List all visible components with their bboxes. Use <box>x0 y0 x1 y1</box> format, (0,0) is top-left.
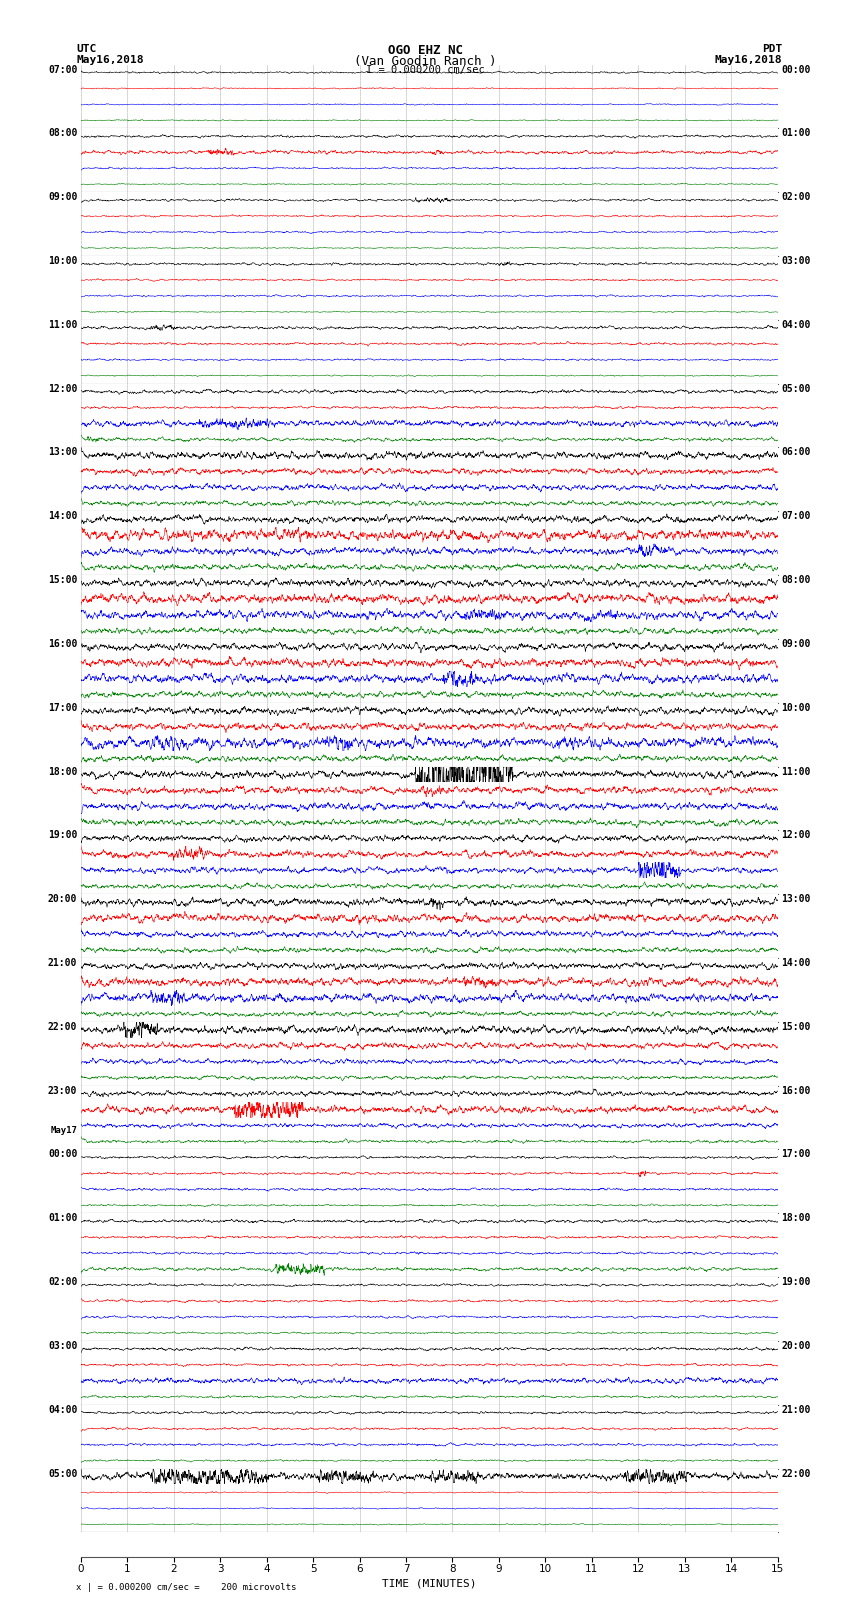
Text: 21:00: 21:00 <box>48 958 77 968</box>
Text: 15:00: 15:00 <box>48 576 77 586</box>
Text: May16,2018: May16,2018 <box>715 55 782 65</box>
Text: 08:00: 08:00 <box>48 129 77 139</box>
Text: 11:00: 11:00 <box>781 766 811 776</box>
Text: 04:00: 04:00 <box>48 1405 77 1415</box>
Text: 20:00: 20:00 <box>781 1340 811 1352</box>
Text: 16:00: 16:00 <box>48 639 77 648</box>
X-axis label: TIME (MINUTES): TIME (MINUTES) <box>382 1579 477 1589</box>
Text: 18:00: 18:00 <box>781 1213 811 1223</box>
Text: 01:00: 01:00 <box>781 129 811 139</box>
Text: 02:00: 02:00 <box>781 192 811 202</box>
Text: 19:00: 19:00 <box>781 1277 811 1287</box>
Text: 17:00: 17:00 <box>781 1150 811 1160</box>
Text: x | = 0.000200 cm/sec =    200 microvolts: x | = 0.000200 cm/sec = 200 microvolts <box>76 1582 297 1592</box>
Text: 06:00: 06:00 <box>781 447 811 458</box>
Text: May17: May17 <box>50 1126 77 1134</box>
Text: 13:00: 13:00 <box>781 894 811 905</box>
Text: 09:00: 09:00 <box>781 639 811 648</box>
Text: May16,2018: May16,2018 <box>76 55 144 65</box>
Text: 22:00: 22:00 <box>48 1021 77 1032</box>
Text: I = 0.000200 cm/sec: I = 0.000200 cm/sec <box>366 65 484 76</box>
Text: 01:00: 01:00 <box>48 1213 77 1223</box>
Text: 17:00: 17:00 <box>48 703 77 713</box>
Text: 22:00: 22:00 <box>781 1468 811 1479</box>
Text: 12:00: 12:00 <box>781 831 811 840</box>
Text: 20:00: 20:00 <box>48 894 77 905</box>
Text: 10:00: 10:00 <box>48 256 77 266</box>
Text: 14:00: 14:00 <box>781 958 811 968</box>
Text: 00:00: 00:00 <box>48 1150 77 1160</box>
Text: 02:00: 02:00 <box>48 1277 77 1287</box>
Text: 23:00: 23:00 <box>48 1086 77 1095</box>
Text: 03:00: 03:00 <box>48 1340 77 1352</box>
Text: 00:00: 00:00 <box>781 65 811 74</box>
Text: 05:00: 05:00 <box>781 384 811 394</box>
Text: 18:00: 18:00 <box>48 766 77 776</box>
Text: OGO EHZ NC: OGO EHZ NC <box>388 44 462 58</box>
Text: 03:00: 03:00 <box>781 256 811 266</box>
Text: 04:00: 04:00 <box>781 319 811 329</box>
Text: 13:00: 13:00 <box>48 447 77 458</box>
Text: 07:00: 07:00 <box>48 65 77 74</box>
Text: 10:00: 10:00 <box>781 703 811 713</box>
Text: 21:00: 21:00 <box>781 1405 811 1415</box>
Text: UTC: UTC <box>76 44 97 55</box>
Text: 15:00: 15:00 <box>781 1021 811 1032</box>
Text: 09:00: 09:00 <box>48 192 77 202</box>
Text: 19:00: 19:00 <box>48 831 77 840</box>
Text: PDT: PDT <box>762 44 782 55</box>
Text: 16:00: 16:00 <box>781 1086 811 1095</box>
Text: 11:00: 11:00 <box>48 319 77 329</box>
Text: 07:00: 07:00 <box>781 511 811 521</box>
Text: (Van Goodin Ranch ): (Van Goodin Ranch ) <box>354 55 496 68</box>
Text: 08:00: 08:00 <box>781 576 811 586</box>
Text: 12:00: 12:00 <box>48 384 77 394</box>
Text: 05:00: 05:00 <box>48 1468 77 1479</box>
Text: 14:00: 14:00 <box>48 511 77 521</box>
